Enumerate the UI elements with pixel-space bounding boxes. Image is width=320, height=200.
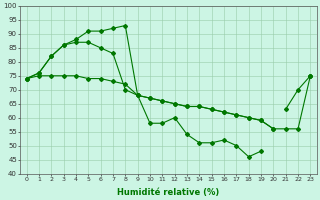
X-axis label: Humidité relative (%): Humidité relative (%) [117,188,220,197]
